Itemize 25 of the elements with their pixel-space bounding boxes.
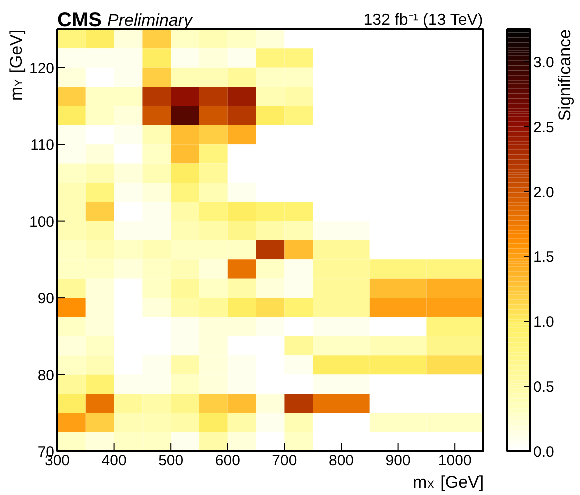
chart-subtitle: Preliminary — [108, 11, 194, 30]
color-bar-label: 1.5 — [534, 249, 554, 266]
y-tick-label: 80 — [38, 367, 55, 384]
color-bar-label: 2.5 — [534, 119, 554, 136]
y-tick-label: 120 — [29, 60, 55, 78]
x-tick-label: 600 — [215, 452, 240, 470]
y-axis-title: mY [GeV] — [7, 30, 26, 102]
color-bar-label: 1.0 — [534, 314, 554, 332]
y-tick-label: 90 — [38, 290, 55, 308]
x-axis-title: mX [GeV] — [412, 473, 484, 492]
x-tick-label: 500 — [158, 452, 184, 470]
color-bar-label: 0.5 — [534, 379, 554, 396]
color-bar-label: 3.0 — [534, 54, 554, 72]
x-tick-label: 700 — [272, 452, 298, 470]
x-tick-label: 1000 — [438, 452, 472, 470]
x-tick-label: 400 — [102, 452, 127, 470]
chart-title: CMS — [58, 10, 102, 32]
color-bar-label: 0.0 — [534, 444, 554, 461]
color-bar-title: Significance — [556, 29, 574, 122]
y-tick-label: 100 — [29, 214, 55, 231]
x-tick-label: 900 — [386, 452, 411, 470]
y-tick-label: 110 — [30, 137, 55, 154]
x-tick-label: 800 — [328, 452, 354, 470]
text: 132 fb⁻¹ (13 TeV) — [364, 12, 484, 29]
color-bar-label: 2.0 — [534, 184, 554, 202]
